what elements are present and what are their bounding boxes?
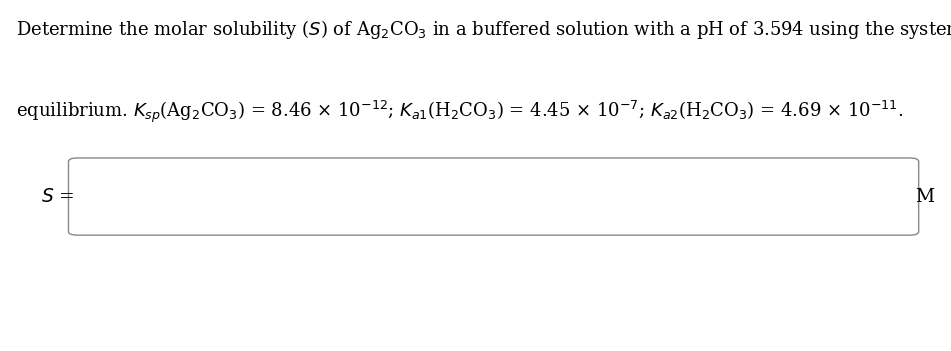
Text: equilibrium. $K_{sp}$(Ag$_2$CO$_3$) = 8.46 × 10$^{-12}$; $K_{a1}$(H$_2$CO$_3$) =: equilibrium. $K_{sp}$(Ag$_2$CO$_3$) = 8.…	[16, 98, 903, 125]
Text: Determine the molar solubility ($S$) of Ag$_2$CO$_3$ in a buffered solution with: Determine the molar solubility ($S$) of …	[16, 18, 951, 41]
Text: $S$ =: $S$ =	[41, 187, 74, 206]
FancyBboxPatch shape	[68, 158, 919, 235]
Text: M: M	[915, 187, 934, 206]
